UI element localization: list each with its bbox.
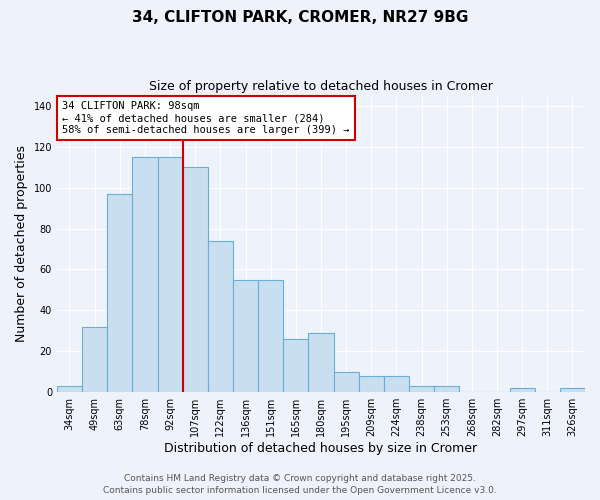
Y-axis label: Number of detached properties: Number of detached properties bbox=[15, 146, 28, 342]
Bar bbox=[57, 386, 82, 392]
Bar bbox=[133, 157, 158, 392]
Title: Size of property relative to detached houses in Cromer: Size of property relative to detached ho… bbox=[149, 80, 493, 93]
Bar bbox=[258, 280, 283, 392]
Bar bbox=[82, 326, 107, 392]
Bar bbox=[283, 339, 308, 392]
Bar bbox=[208, 241, 233, 392]
Text: Contains HM Land Registry data © Crown copyright and database right 2025.
Contai: Contains HM Land Registry data © Crown c… bbox=[103, 474, 497, 495]
Bar bbox=[233, 280, 258, 392]
Bar bbox=[107, 194, 133, 392]
Bar bbox=[509, 388, 535, 392]
Bar bbox=[182, 167, 208, 392]
Bar bbox=[334, 372, 359, 392]
X-axis label: Distribution of detached houses by size in Cromer: Distribution of detached houses by size … bbox=[164, 442, 478, 455]
Bar bbox=[359, 376, 384, 392]
Bar bbox=[308, 333, 334, 392]
Text: 34 CLIFTON PARK: 98sqm
← 41% of detached houses are smaller (284)
58% of semi-de: 34 CLIFTON PARK: 98sqm ← 41% of detached… bbox=[62, 102, 350, 134]
Text: 34, CLIFTON PARK, CROMER, NR27 9BG: 34, CLIFTON PARK, CROMER, NR27 9BG bbox=[132, 10, 468, 25]
Bar bbox=[560, 388, 585, 392]
Bar bbox=[384, 376, 409, 392]
Bar bbox=[409, 386, 434, 392]
Bar bbox=[158, 157, 182, 392]
Bar bbox=[434, 386, 459, 392]
